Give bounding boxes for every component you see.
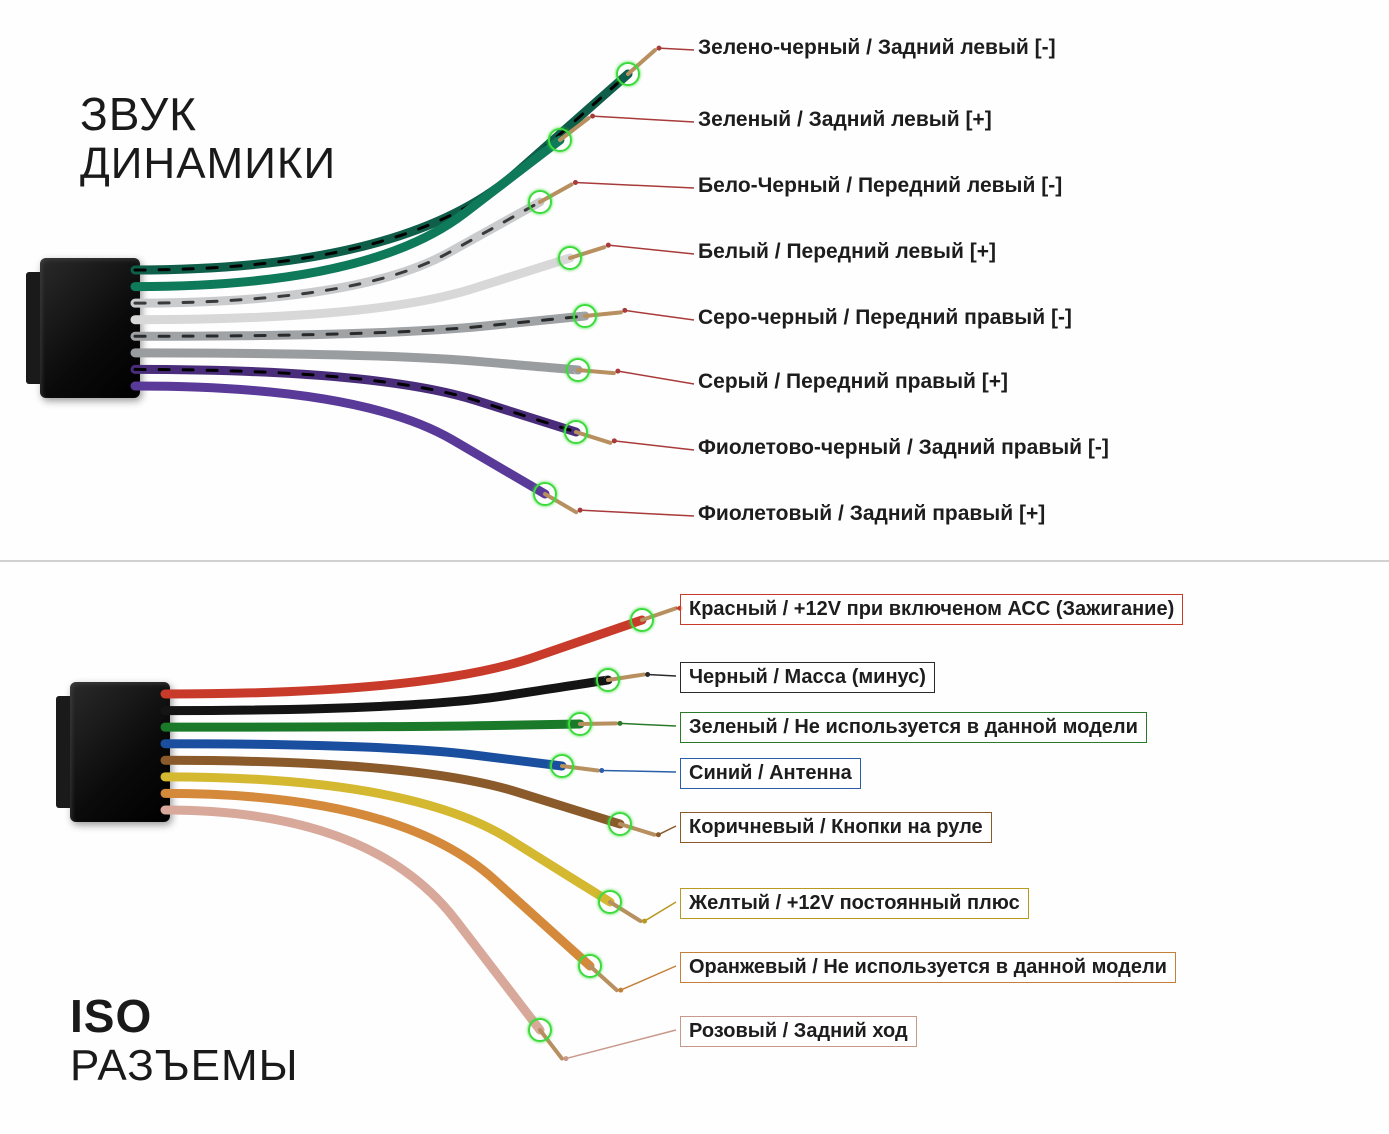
wire-tip-ring	[564, 420, 588, 444]
wire-label: Зеленый / Задний левый [+]	[698, 108, 992, 132]
wire-tip-ring	[596, 668, 620, 692]
wire-label: Белый / Передний левый [+]	[698, 240, 996, 264]
wire-tip-ring	[608, 812, 632, 836]
wire-tip-ring	[566, 358, 590, 382]
wire-label: Коричневый / Кнопки на руле	[680, 812, 992, 843]
speaker-connector	[40, 258, 140, 398]
wire-label: Зелено-черный / Задний левый [-]	[698, 36, 1056, 60]
title-line2: ДИНАМИКИ	[80, 139, 336, 188]
wire-label: Зеленый / Не используется в данной модел…	[680, 712, 1147, 743]
wire-tip-ring	[528, 1018, 552, 1042]
iso-title: ISO РАЗЪЕМЫ	[70, 992, 299, 1089]
iso-connector	[70, 682, 170, 822]
wire-label: Желтый / +12V постоянный плюс	[680, 888, 1029, 919]
wire-tip-ring	[568, 712, 592, 736]
title-line2: РАЗЪЕМЫ	[70, 1041, 299, 1090]
speakers-title: ЗВУК ДИНАМИКИ	[80, 90, 336, 187]
wire-label: Оранжевый / Не используется в данной мод…	[680, 952, 1176, 983]
wire-tip-ring	[528, 190, 552, 214]
speakers-section: ЗВУК ДИНАМИКИ Зелено-черный / Задний лев…	[0, 0, 1389, 560]
wire-tip-ring	[616, 62, 640, 86]
wire-label: Розовый / Задний ход	[680, 1016, 917, 1047]
title-line1: ISO	[70, 990, 152, 1042]
wire-tip-ring	[533, 482, 557, 506]
wire-tip-ring	[558, 246, 582, 270]
wire-label: Фиолетовый / Задний правый [+]	[698, 502, 1045, 526]
wire-tip-ring	[550, 754, 574, 778]
speaker-wires-svg	[0, 0, 1389, 560]
wire-tip-ring	[578, 954, 602, 978]
wire-tip-ring	[548, 128, 572, 152]
wire-label: Синий / Антенна	[680, 758, 861, 789]
wire-tip-ring	[573, 304, 597, 328]
title-line1: ЗВУК	[80, 88, 197, 140]
wire-label: Фиолетово-черный / Задний правый [-]	[698, 436, 1109, 460]
wire-label: Бело-Черный / Передний левый [-]	[698, 174, 1062, 198]
wire-label: Красный / +12V при включеном АСС (Зажига…	[680, 594, 1183, 625]
wire-label: Черный / Масса (минус)	[680, 662, 935, 693]
iso-section: ISO РАЗЪЕМЫ Красный / +12V при включеном…	[0, 560, 1389, 1132]
wire-tip-ring	[598, 890, 622, 914]
wire-label: Серо-черный / Передний правый [-]	[698, 306, 1072, 330]
wire-label: Серый / Передний правый [+]	[698, 370, 1008, 394]
wire-tip-ring	[630, 608, 654, 632]
